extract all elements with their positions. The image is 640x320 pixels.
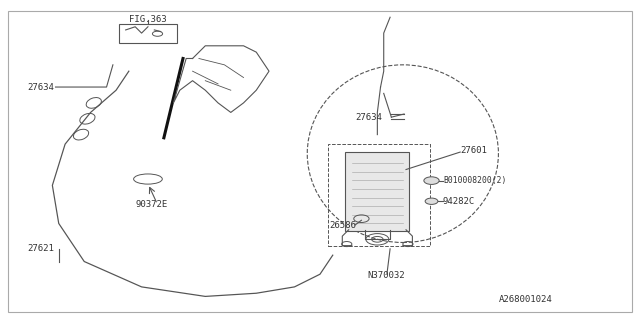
Text: 94282C: 94282C bbox=[443, 197, 476, 206]
Text: N370032: N370032 bbox=[368, 271, 405, 280]
Bar bbox=[119, 24, 177, 43]
Text: 27634: 27634 bbox=[355, 113, 382, 122]
Text: 27634: 27634 bbox=[27, 83, 54, 92]
Text: 90372E: 90372E bbox=[135, 200, 168, 209]
Circle shape bbox=[424, 177, 439, 184]
Circle shape bbox=[425, 198, 438, 204]
Text: 27621: 27621 bbox=[27, 244, 54, 253]
Text: B010008200(2): B010008200(2) bbox=[443, 176, 506, 185]
Text: 27601: 27601 bbox=[460, 146, 487, 155]
Text: A268001024: A268001024 bbox=[499, 295, 552, 304]
Text: 26586: 26586 bbox=[330, 220, 356, 229]
Text: FIG.363: FIG.363 bbox=[129, 15, 167, 24]
FancyBboxPatch shape bbox=[346, 152, 409, 231]
